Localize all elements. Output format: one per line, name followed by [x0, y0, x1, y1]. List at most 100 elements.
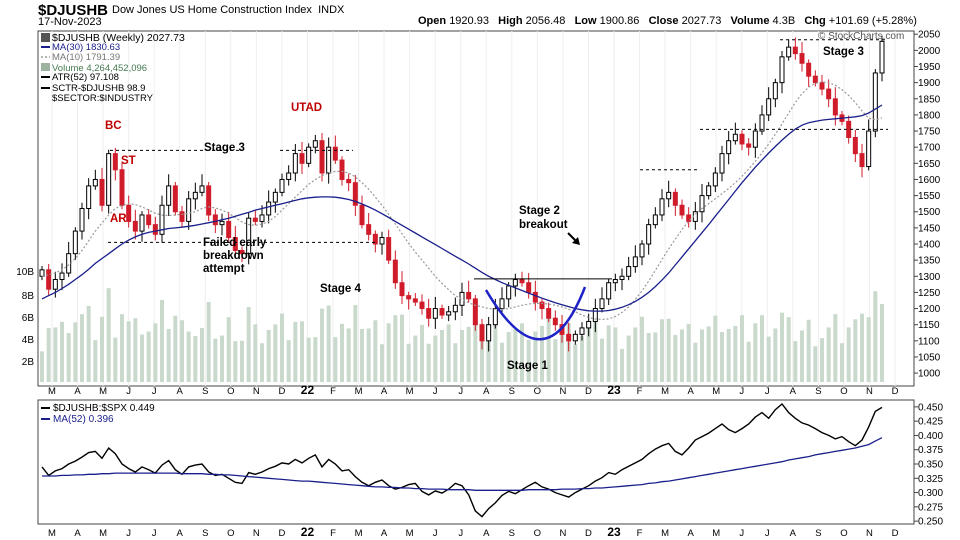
month-label: M — [48, 528, 56, 539]
volume-bar — [740, 315, 744, 382]
candle-body — [732, 133, 738, 142]
candle-body — [86, 185, 92, 209]
volume-bar — [806, 319, 811, 382]
month-label: A — [381, 386, 388, 397]
volume-bar — [640, 316, 644, 382]
price-tick-label: 1300 — [918, 272, 941, 283]
volume-bar — [760, 315, 764, 382]
volume-bar — [80, 314, 84, 382]
candle-body — [159, 204, 165, 235]
label-failed-3: attempt — [203, 263, 245, 275]
candle-body — [606, 282, 612, 300]
candle-body — [679, 204, 685, 216]
month-label: N — [253, 386, 260, 397]
candle-body — [239, 249, 245, 255]
volume-bar — [160, 299, 164, 382]
candle-body — [699, 195, 705, 213]
month-label: M — [48, 386, 56, 397]
volume-bar — [593, 314, 598, 382]
label-stage2-1: Stage 2 — [519, 205, 560, 217]
volume-bar — [873, 291, 878, 382]
volume-bar — [653, 332, 658, 382]
volume-bar — [313, 337, 318, 382]
volume-bar — [200, 327, 204, 382]
volume-bar — [880, 303, 884, 382]
candle-body — [152, 224, 158, 235]
month-label: D — [278, 528, 285, 539]
volume-bar — [220, 335, 224, 382]
price-tick-label: 1350 — [918, 256, 941, 267]
label-stage4: Stage 4 — [320, 283, 362, 295]
annotation-shapes — [108, 39, 888, 341]
volume-tick-label: 6B — [22, 313, 35, 324]
month-label: S — [509, 386, 515, 397]
chart-date: 17-Nov-2023 — [38, 16, 102, 28]
candle-body — [539, 301, 545, 310]
candle-body — [546, 308, 552, 319]
legend-ma10: MA(10) 1791.39 — [52, 52, 120, 63]
candle-body — [432, 308, 438, 319]
ma10-line — [41, 81, 883, 321]
volume-bar — [120, 314, 124, 382]
candle-body — [719, 153, 725, 174]
volume-bar — [426, 343, 431, 382]
price-tick-label: 1150 — [918, 320, 940, 331]
volume-bar — [206, 301, 211, 382]
volume-bar — [340, 323, 344, 382]
volume-bar — [186, 331, 191, 382]
volume-bar — [820, 338, 824, 382]
month-label: A — [790, 528, 797, 539]
candle-body — [346, 178, 352, 184]
candle-body — [759, 114, 765, 132]
candle-body — [166, 185, 172, 206]
price-tick-label: 1050 — [918, 352, 941, 363]
candle-body — [299, 153, 305, 164]
candle-body — [106, 153, 112, 206]
month-label: A — [74, 528, 81, 539]
candle-body — [819, 82, 825, 90]
candle-body — [512, 279, 518, 287]
candle-body — [286, 172, 292, 180]
candle-body — [746, 143, 752, 148]
volume-bar — [133, 318, 138, 382]
volume-bar — [353, 304, 358, 382]
volume-bar — [180, 320, 184, 382]
month-label: J — [126, 528, 131, 539]
volume-bar — [260, 343, 264, 382]
volume-bar — [573, 344, 578, 382]
candle-body — [439, 308, 445, 316]
month-label: O — [227, 528, 234, 539]
volume-bar — [93, 340, 98, 382]
ratio-tick-label: 0.450 — [918, 402, 943, 413]
price-tick-label: 1100 — [918, 336, 940, 347]
ma30-line — [41, 104, 883, 312]
volume-bar — [420, 324, 424, 382]
price-tick-label: 1800 — [918, 110, 941, 121]
volume-bar — [146, 331, 151, 382]
volume-bar — [660, 319, 664, 382]
month-label: O — [840, 528, 847, 539]
candle-body — [79, 208, 85, 232]
price-tick-label: 1500 — [918, 207, 941, 218]
candle-body — [772, 82, 778, 100]
candle-body — [206, 185, 212, 216]
month-label: F — [330, 528, 336, 539]
month-label: M — [661, 528, 669, 539]
ratio-tick-label: 0.350 — [918, 460, 943, 471]
volume-bar — [326, 305, 331, 382]
volume-bar — [113, 337, 118, 382]
candle-body — [726, 140, 732, 155]
volume-bar — [493, 316, 498, 382]
chart-symbol: $DJUSHB — [38, 2, 109, 19]
volume-bar — [620, 348, 624, 382]
low-value: 1900.86 — [599, 15, 640, 27]
candle-body — [379, 237, 385, 245]
candle-body — [399, 282, 405, 297]
candle-body — [359, 204, 365, 226]
volume-bar — [440, 329, 444, 382]
month-label: J — [152, 386, 157, 397]
volume-bar — [380, 344, 384, 382]
month-label: S — [202, 386, 208, 397]
volume-bar — [246, 307, 251, 382]
month-label: S — [815, 528, 821, 539]
